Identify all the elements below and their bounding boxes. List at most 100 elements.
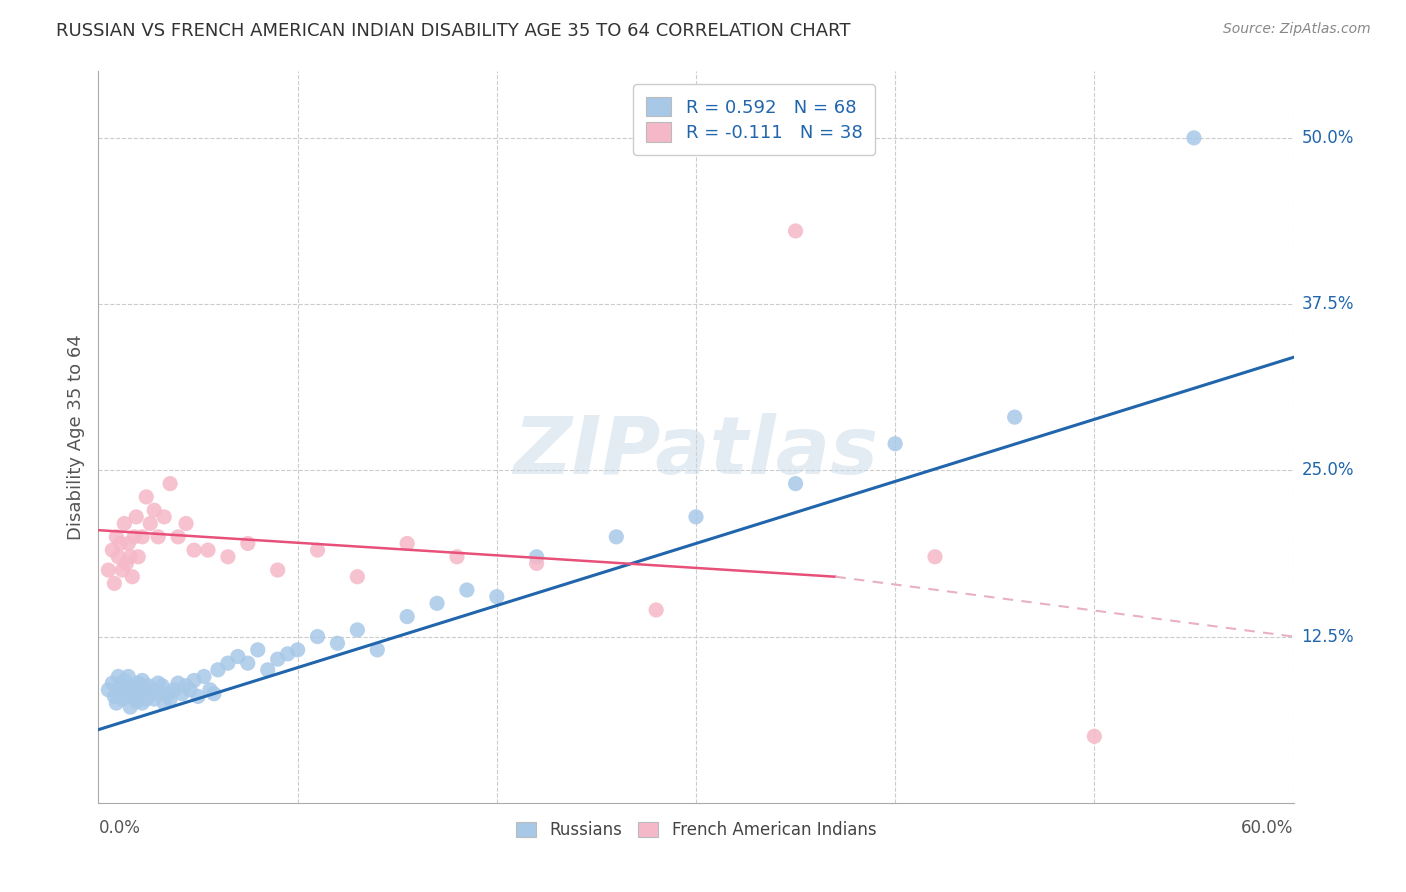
Point <box>884 436 907 450</box>
Point <box>217 549 239 564</box>
Point <box>366 643 388 657</box>
Point <box>117 690 139 704</box>
Point <box>112 516 135 531</box>
Point <box>111 563 134 577</box>
Point <box>148 687 170 701</box>
Point <box>485 590 508 604</box>
Point <box>172 687 194 701</box>
Point <box>139 516 162 531</box>
Point <box>101 676 124 690</box>
Point <box>187 690 209 704</box>
Point <box>446 549 468 564</box>
Point <box>153 509 176 524</box>
Text: RUSSIAN VS FRENCH AMERICAN INDIAN DISABILITY AGE 35 TO 64 CORRELATION CHART: RUSSIAN VS FRENCH AMERICAN INDIAN DISABI… <box>56 22 851 40</box>
Point <box>346 570 368 584</box>
Point <box>107 669 129 683</box>
Point <box>135 490 157 504</box>
Point <box>685 509 707 524</box>
Point <box>103 576 125 591</box>
Point <box>110 536 132 550</box>
Text: 50.0%: 50.0% <box>1302 128 1354 147</box>
Point <box>167 676 190 690</box>
Y-axis label: Disability Age 35 to 64: Disability Age 35 to 64 <box>66 334 84 540</box>
Point <box>127 692 149 706</box>
Point <box>120 549 142 564</box>
Point <box>131 696 153 710</box>
Point <box>125 695 148 709</box>
Point <box>456 582 478 597</box>
Point <box>124 530 146 544</box>
Point <box>277 647 299 661</box>
Point <box>139 687 162 701</box>
Point <box>143 692 166 706</box>
Point <box>121 679 143 693</box>
Point <box>117 669 139 683</box>
Point <box>107 549 129 564</box>
Point <box>97 682 120 697</box>
Point <box>256 663 278 677</box>
Point <box>121 570 143 584</box>
Point <box>125 509 148 524</box>
Point <box>131 530 153 544</box>
Point <box>103 690 125 704</box>
Point <box>111 692 134 706</box>
Point <box>179 682 201 697</box>
Point <box>131 673 153 688</box>
Point <box>785 476 807 491</box>
Point <box>236 536 259 550</box>
Text: 60.0%: 60.0% <box>1241 819 1294 837</box>
Point <box>924 549 946 564</box>
Point <box>1182 131 1205 145</box>
Text: 25.0%: 25.0% <box>1302 461 1354 479</box>
Point <box>183 543 205 558</box>
Point <box>236 656 259 670</box>
Point <box>143 503 166 517</box>
Point <box>193 669 215 683</box>
Point <box>117 536 139 550</box>
Point <box>159 476 181 491</box>
Point <box>207 663 229 677</box>
Point <box>526 557 548 571</box>
Point <box>202 687 225 701</box>
Point <box>107 687 129 701</box>
Point <box>174 679 197 693</box>
Text: ZIPatlas: ZIPatlas <box>513 413 879 491</box>
Legend: Russians, French American Indians: Russians, French American Indians <box>509 814 883 846</box>
Point <box>645 603 668 617</box>
Point <box>157 687 180 701</box>
Point <box>163 682 186 697</box>
Point <box>110 679 132 693</box>
Point <box>217 656 239 670</box>
Point <box>396 536 419 550</box>
Point <box>148 530 170 544</box>
Point <box>148 676 170 690</box>
Point <box>246 643 269 657</box>
Point <box>97 563 120 577</box>
Point <box>153 696 176 710</box>
Point <box>198 682 221 697</box>
Point <box>326 636 349 650</box>
Point <box>226 649 249 664</box>
Point <box>287 643 309 657</box>
Point <box>605 530 627 544</box>
Point <box>136 679 159 693</box>
Point <box>1004 410 1026 425</box>
Point <box>267 563 290 577</box>
Point <box>307 543 329 558</box>
Point <box>307 630 329 644</box>
Point <box>396 609 419 624</box>
Point <box>127 682 149 697</box>
Point <box>112 673 135 688</box>
Point <box>120 700 142 714</box>
Point <box>197 543 219 558</box>
Point <box>785 224 807 238</box>
Text: 37.5%: 37.5% <box>1302 295 1354 313</box>
Text: Source: ZipAtlas.com: Source: ZipAtlas.com <box>1223 22 1371 37</box>
Point <box>1083 729 1105 743</box>
Point <box>134 687 156 701</box>
Point <box>105 530 128 544</box>
Point <box>105 696 128 710</box>
Text: 12.5%: 12.5% <box>1302 628 1354 646</box>
Point <box>526 549 548 564</box>
Point <box>127 676 149 690</box>
